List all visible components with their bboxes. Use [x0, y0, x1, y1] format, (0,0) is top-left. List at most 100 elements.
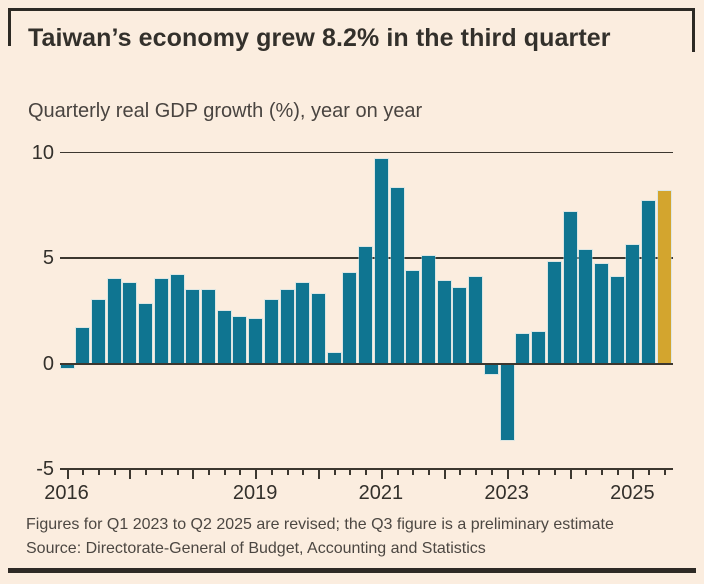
- bar-q4-2024: [610, 277, 624, 364]
- x-axis-quarter-tick: [522, 470, 525, 475]
- top-border-right-drop: [692, 8, 695, 52]
- bar-q3-2024: [594, 264, 608, 364]
- bar-q2-2020: [327, 352, 341, 364]
- x-axis-quarter-tick: [428, 470, 430, 475]
- bar-q4-2017: [170, 274, 184, 364]
- chart-source: Source: Directorate-General of Budget, A…: [26, 540, 486, 557]
- bar-q2-2016: [76, 327, 90, 364]
- bar-q2-2022: [453, 287, 467, 364]
- x-axis-quarter-tick: [396, 470, 399, 475]
- x-axis-quarter-tick: [160, 470, 163, 475]
- x-axis-quarter-tick: [97, 470, 100, 475]
- bar-q3-2023: [532, 331, 545, 364]
- x-axis-quarter-tick: [600, 470, 603, 475]
- chart-subtitle: Quarterly real GDP growth (%), year on y…: [28, 100, 423, 122]
- x-axis-year-tick: [129, 470, 132, 479]
- x-axis-year-tick: [255, 470, 258, 479]
- chart-title: Taiwan’s economy grew 8.2% in the third …: [28, 24, 611, 52]
- bar-q3-2021: [406, 270, 420, 364]
- bar-q4-2022: [484, 365, 498, 375]
- x-axis-year-tick: [632, 470, 635, 479]
- x-axis-quarter-tick: [538, 470, 540, 475]
- bar-q1-2024: [563, 211, 577, 364]
- gridline-10: [60, 151, 673, 154]
- x-axis-quarter-tick: [113, 470, 116, 475]
- y-axis-label--5: -5: [36, 458, 54, 480]
- x-axis-year-tick: [380, 470, 383, 479]
- x-axis-year-tick: [66, 470, 69, 479]
- bar-q3-2019: [280, 289, 294, 364]
- x-axis-quarter-tick: [585, 470, 588, 475]
- bar-q1-2017: [123, 283, 137, 364]
- x-axis-quarter-tick: [459, 470, 462, 475]
- x-axis-label-2021: 2021: [358, 482, 404, 504]
- bar-q4-2020: [359, 247, 373, 364]
- bar-q1-2021: [374, 158, 388, 364]
- bar-q3-2020: [343, 272, 357, 364]
- chart-footnote: Figures for Q1 2023 to Q2 2025 are revis…: [26, 516, 614, 533]
- x-axis-quarter-tick: [145, 470, 148, 475]
- x-axis-year-tick: [569, 470, 572, 479]
- x-axis-quarter-tick: [286, 470, 289, 475]
- x-axis-quarter-tick: [176, 470, 179, 475]
- x-axis-quarter-tick: [365, 470, 368, 475]
- x-axis-quarter-tick: [239, 470, 242, 475]
- x-axis-quarter-tick: [648, 470, 651, 475]
- bar-q2-2025: [642, 201, 656, 364]
- x-axis-quarter-tick: [663, 470, 666, 475]
- bar-q3-2025: [657, 190, 671, 364]
- x-axis-quarter-tick: [475, 470, 478, 475]
- bar-q2-2017: [139, 304, 153, 364]
- bar-q1-2022: [437, 281, 451, 364]
- x-axis-label-2019: 2019: [232, 482, 278, 504]
- x-axis-quarter-tick: [223, 470, 226, 475]
- bar-q2-2023: [516, 334, 530, 364]
- x-axis-year-tick: [318, 470, 320, 479]
- x-axis-quarter-tick: [270, 470, 273, 475]
- y-axis-label-0: 0: [42, 352, 54, 375]
- bar-q2-2021: [390, 188, 404, 364]
- bar-q2-2019: [264, 300, 278, 364]
- x-axis-year-tick: [506, 470, 509, 479]
- x-axis-quarter-tick: [82, 470, 85, 475]
- bar-q3-2016: [91, 300, 105, 364]
- bar-q4-2019: [296, 283, 310, 364]
- y-axis-label-10: 10: [31, 141, 54, 164]
- bar-q1-2023: [500, 365, 514, 440]
- gridline-0: [60, 362, 673, 365]
- bar-q1-2020: [312, 293, 325, 364]
- bar-q1-2018: [186, 289, 200, 364]
- gridline--5: [60, 468, 673, 470]
- bar-q4-2023: [547, 262, 561, 364]
- top-border-left-drop: [8, 8, 11, 46]
- bar-q4-2016: [107, 279, 121, 364]
- x-axis-label-2016: 2016: [44, 482, 89, 504]
- x-axis-quarter-tick: [208, 470, 210, 475]
- x-axis-year-tick: [443, 470, 446, 479]
- bar-q1-2019: [249, 319, 263, 364]
- bar-q3-2017: [154, 279, 168, 364]
- bar-q1-2016: [60, 365, 74, 368]
- bottom-border: [8, 568, 696, 573]
- x-axis-quarter-tick: [302, 470, 305, 475]
- x-axis-label-2023: 2023: [484, 482, 529, 504]
- top-border: [8, 8, 695, 11]
- bar-q4-2018: [233, 317, 247, 364]
- bar-q2-2018: [202, 289, 215, 364]
- x-axis-quarter-tick: [349, 470, 352, 475]
- x-axis-quarter-tick: [412, 470, 415, 475]
- bar-q1-2025: [626, 245, 640, 364]
- x-axis-quarter-tick: [490, 470, 493, 475]
- x-axis-year-tick: [192, 470, 195, 479]
- x-axis-quarter-tick: [333, 470, 336, 475]
- bar-q3-2018: [217, 310, 231, 364]
- bar-q2-2024: [579, 249, 593, 364]
- bar-q4-2021: [422, 255, 435, 364]
- x-axis-quarter-tick: [616, 470, 619, 475]
- bar-q3-2022: [469, 277, 483, 364]
- x-axis-label-2025: 2025: [610, 482, 655, 504]
- x-axis-quarter-tick: [553, 470, 556, 475]
- y-axis-label-5: 5: [42, 247, 54, 269]
